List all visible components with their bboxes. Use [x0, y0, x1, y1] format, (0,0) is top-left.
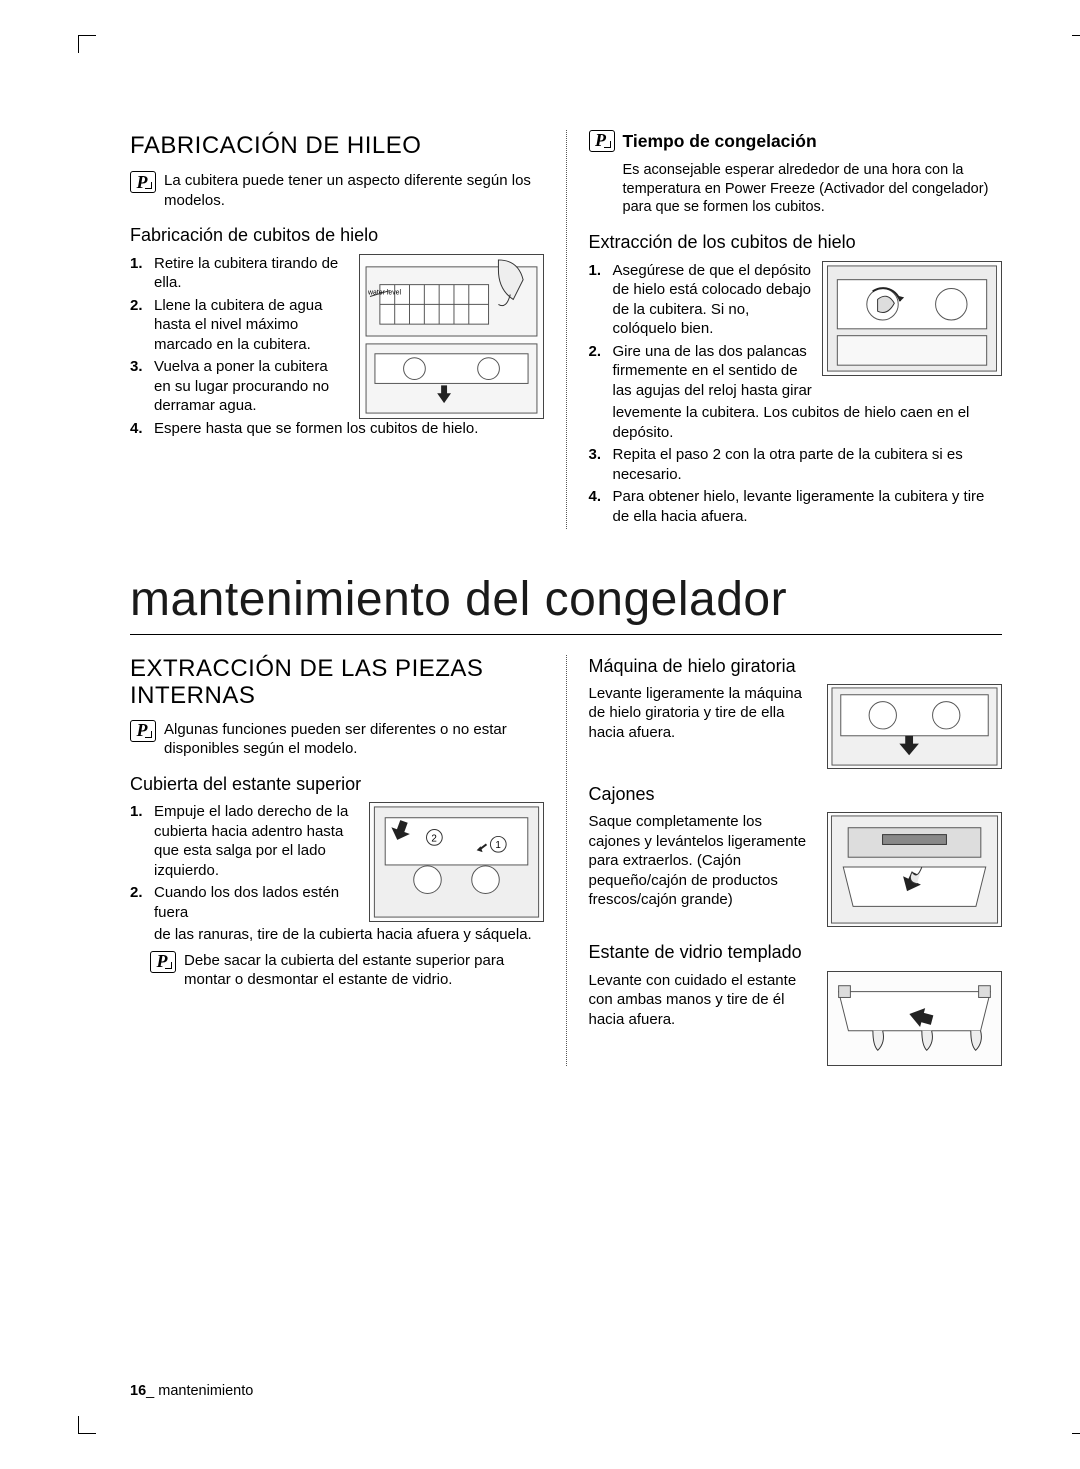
subheading-bold: Tiempo de congelación: [623, 130, 1003, 153]
figure-shelf-cover: 2 1: [369, 802, 544, 922]
figure-glass-shelf: [827, 971, 1002, 1066]
footer-label: mantenimiento: [158, 1383, 253, 1399]
left-column: FABRICACIÓN DE HILEO P La cubitera puede…: [130, 130, 544, 529]
note-text: Debe sacar la cubierta del estante super…: [184, 951, 544, 990]
figure-rotary-ice: [827, 684, 1002, 769]
body-text: Levante ligeramente la máquina de hielo …: [589, 684, 818, 743]
note-icon: P: [130, 171, 156, 193]
note-icon: P: [130, 720, 156, 742]
note: P Algunas funciones pueden ser diferente…: [130, 720, 544, 759]
subheading: Extracción de los cubitos de hielo: [589, 231, 1003, 254]
note-icon: P: [150, 951, 176, 973]
note-text: La cubitera puede tener un aspecto difer…: [164, 171, 544, 210]
note-text: Algunas funciones pueden ser diferentes …: [164, 720, 544, 759]
figure-drawers: [827, 812, 1002, 927]
note-text: Es aconsejable esperar alrededor de una …: [623, 161, 1003, 218]
subheading: Cubierta del estante superior: [130, 773, 544, 796]
steps-list: 1.Asegúrese de que el depósito de hielo …: [589, 261, 813, 401]
note: P Tiempo de congelación Es aconsejable e…: [589, 130, 1003, 217]
body-text: Levante con cuidado el estante con ambas…: [589, 971, 818, 1030]
subheading: Cajones: [589, 783, 1003, 806]
page-footer: 16_ mantenimiento: [130, 1382, 253, 1401]
subheading: Estante de vidrio templado: [589, 941, 1003, 964]
left-column-2: EXTRACCIÓN DE LAS PIEZAS INTERNAS P Algu…: [130, 655, 544, 1066]
page-heading: mantenimiento del congelador: [130, 569, 1002, 634]
step-2-short: Cuando los dos lados estén fuera: [154, 884, 339, 921]
subheading: Máquina de hielo giratoria: [589, 655, 1003, 678]
step-2-cont: de las ranuras, tire de la cubierta haci…: [130, 925, 544, 945]
step-2-short: Gire una de las dos palancas firmemente …: [613, 343, 812, 399]
steps-list-cont: 4.Espere hasta que se formen los cubitos…: [130, 419, 544, 439]
figure-twist-lever: [822, 261, 1002, 376]
steps-list: 1.Empuje el lado derecho de la cubierta …: [130, 802, 359, 922]
step-2-cont: levemente la cubitera. Los cubitos de hi…: [609, 403, 1003, 442]
section-title: FABRICACIÓN DE HILEO: [130, 130, 544, 161]
right-column: P Tiempo de congelación Es aconsejable e…: [589, 130, 1003, 529]
right-column-2: Máquina de hielo giratoria Levante liger…: [589, 655, 1003, 1066]
note-icon: P: [589, 130, 615, 152]
svg-text:1: 1: [495, 840, 500, 851]
subheading: Fabricación de cubitos de hielo: [130, 224, 544, 247]
svg-text:2: 2: [431, 833, 436, 844]
steps-list-cont: levemente la cubitera. Los cubitos de hi…: [589, 403, 1003, 526]
figure-ice-tray: water level: [359, 254, 544, 419]
page-number: 16: [130, 1383, 146, 1399]
body-text: Saque completamente los cajones y levánt…: [589, 812, 818, 910]
note: P La cubitera puede tener un aspecto dif…: [130, 171, 544, 210]
section-title: EXTRACCIÓN DE LAS PIEZAS INTERNAS: [130, 655, 544, 710]
steps-list: 1.Retire la cubitera tirando de ella. 2.…: [130, 254, 349, 416]
note: P Debe sacar la cubierta del estante sup…: [130, 951, 544, 990]
